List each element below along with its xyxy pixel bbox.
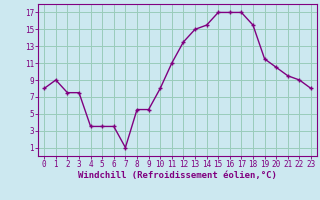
X-axis label: Windchill (Refroidissement éolien,°C): Windchill (Refroidissement éolien,°C): [78, 171, 277, 180]
